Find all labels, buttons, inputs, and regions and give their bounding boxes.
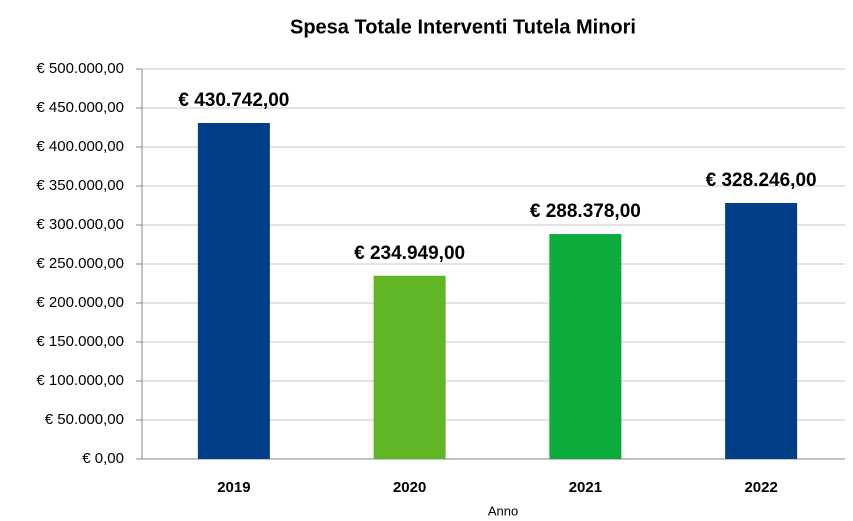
x-tick-label: 2020	[393, 479, 426, 496]
x-tick-label: 2019	[217, 479, 250, 496]
data-label: € 328.246,00	[706, 170, 817, 191]
y-tick-label: € 450.000,00	[36, 99, 124, 116]
y-tick-label: € 50.000,00	[45, 411, 124, 428]
x-tick-label: 2021	[569, 479, 602, 496]
y-tick-label: € 350.000,00	[36, 177, 124, 194]
bar	[373, 275, 446, 459]
y-tick-label: € 200.000,00	[36, 294, 124, 311]
y-tick-label: € 250.000,00	[36, 255, 124, 272]
x-tick-label: 2022	[744, 479, 777, 496]
y-tick-label: € 400.000,00	[36, 138, 124, 155]
bar	[549, 234, 622, 459]
data-label: € 430.742,00	[178, 90, 289, 111]
chart-title: Spesa Totale Interventi Tutela Minori	[290, 16, 636, 38]
data-label: € 234.949,00	[354, 243, 465, 264]
x-axis-title: Anno	[488, 503, 518, 518]
bar	[725, 202, 798, 459]
data-label: € 288.378,00	[530, 201, 641, 222]
y-tick-label: € 150.000,00	[36, 333, 124, 350]
bar	[197, 123, 270, 459]
y-tick-label: € 100.000,00	[36, 372, 124, 389]
y-tick-label: € 500.000,00	[36, 60, 124, 77]
y-tick-label: € 0,00	[82, 450, 124, 467]
y-tick-label: € 300.000,00	[36, 216, 124, 233]
